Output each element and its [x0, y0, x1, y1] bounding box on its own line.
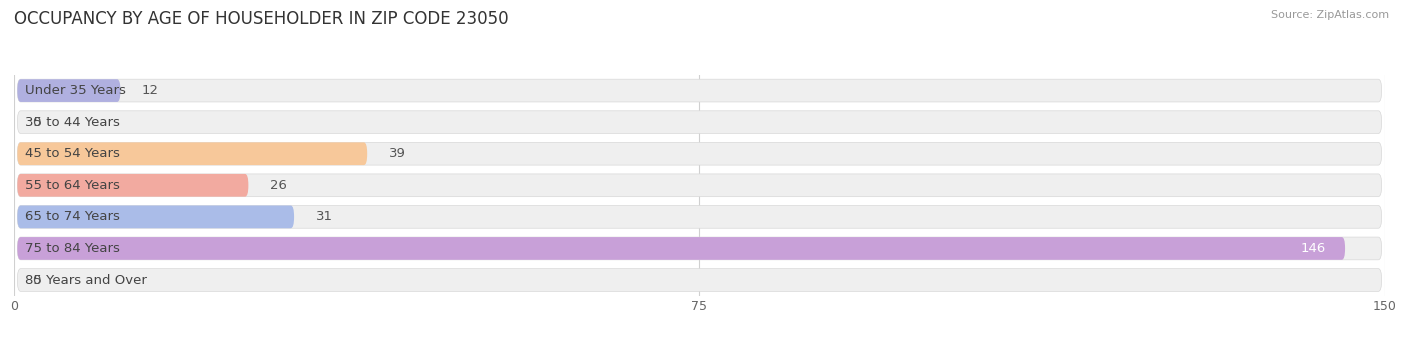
FancyBboxPatch shape [17, 174, 1382, 197]
FancyBboxPatch shape [17, 237, 1382, 260]
Text: 12: 12 [142, 84, 159, 97]
Text: Under 35 Years: Under 35 Years [25, 84, 127, 97]
Text: 35 to 44 Years: 35 to 44 Years [25, 116, 120, 129]
Text: 65 to 74 Years: 65 to 74 Years [25, 210, 120, 223]
Text: OCCUPANCY BY AGE OF HOUSEHOLDER IN ZIP CODE 23050: OCCUPANCY BY AGE OF HOUSEHOLDER IN ZIP C… [14, 10, 509, 28]
Text: 39: 39 [389, 147, 406, 160]
Text: 31: 31 [316, 210, 333, 223]
Text: 0: 0 [32, 273, 41, 287]
Text: 85 Years and Over: 85 Years and Over [25, 273, 146, 287]
Text: 146: 146 [1301, 242, 1326, 255]
Text: Source: ZipAtlas.com: Source: ZipAtlas.com [1271, 10, 1389, 20]
FancyBboxPatch shape [17, 205, 1382, 228]
FancyBboxPatch shape [17, 79, 121, 102]
FancyBboxPatch shape [17, 79, 1382, 102]
FancyBboxPatch shape [17, 111, 1382, 134]
FancyBboxPatch shape [17, 237, 1346, 260]
FancyBboxPatch shape [17, 205, 294, 228]
FancyBboxPatch shape [17, 142, 1382, 165]
Text: 45 to 54 Years: 45 to 54 Years [25, 147, 120, 160]
Text: 75 to 84 Years: 75 to 84 Years [25, 242, 120, 255]
FancyBboxPatch shape [17, 269, 1382, 291]
FancyBboxPatch shape [17, 174, 249, 197]
Text: 26: 26 [270, 179, 287, 192]
Text: 0: 0 [32, 116, 41, 129]
FancyBboxPatch shape [17, 142, 367, 165]
Text: 55 to 64 Years: 55 to 64 Years [25, 179, 120, 192]
